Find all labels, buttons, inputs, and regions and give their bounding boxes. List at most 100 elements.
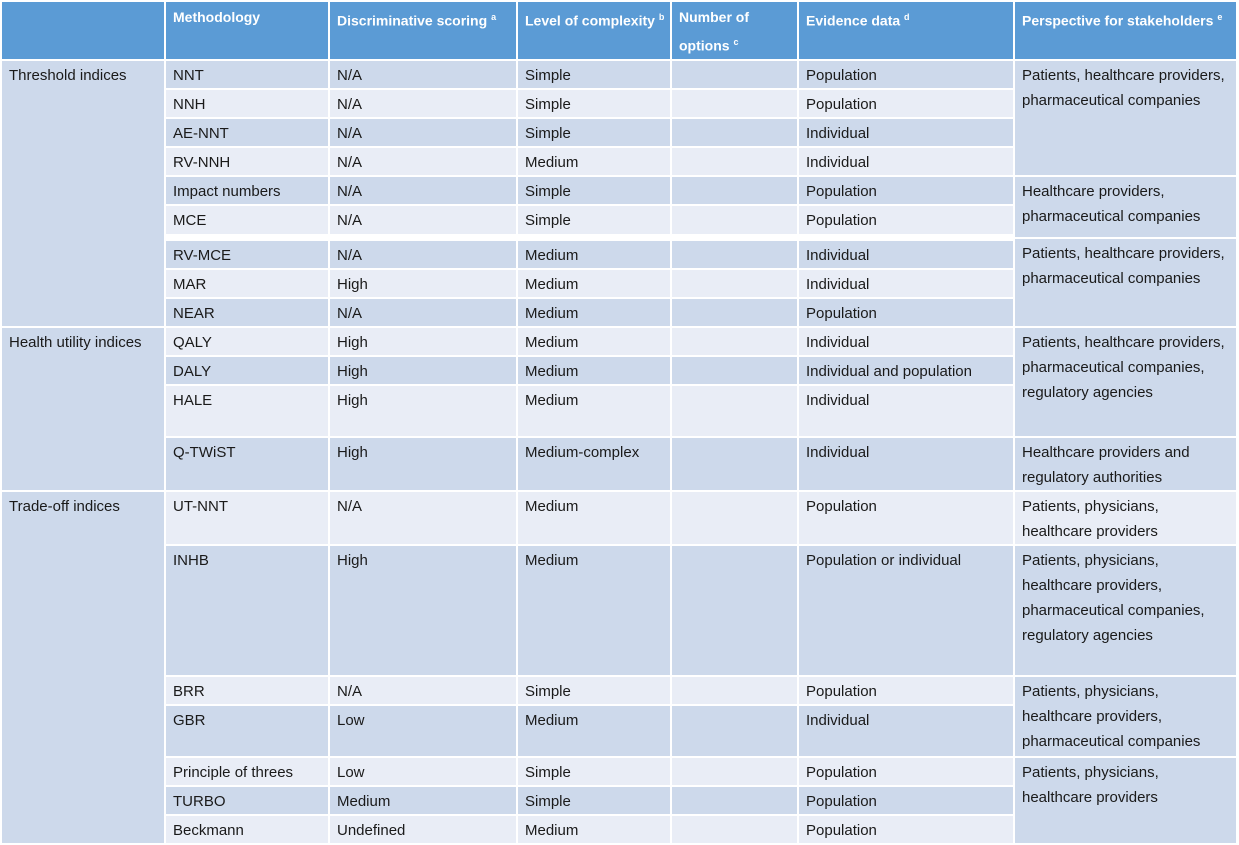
cell-options [670, 814, 799, 845]
cell-evidence: Population or individual [797, 544, 1015, 678]
cell-evidence: Individual [797, 145, 1015, 177]
cell-complexity: Medium [516, 544, 672, 678]
cell-scoring: High [328, 326, 518, 358]
table-body: Threshold indices NNT N/A Simple Population P… [0, 58, 1238, 845]
column-header-evidence: Evidence data d [797, 0, 1015, 61]
cell-perspective: Patients, healthcare providers, pharmace… [1013, 236, 1238, 329]
cell-scoring: N/A [328, 297, 518, 329]
cell-complexity: Simple [516, 58, 672, 90]
cell-methodology: RV-NNH [164, 145, 330, 177]
cell-methodology: INHB [164, 544, 330, 678]
table-row: Trade-off indices UT-NNT N/A Medium Populati… [0, 490, 1238, 845]
cell-options [670, 675, 799, 707]
cell-scoring: N/A [328, 58, 518, 90]
table-row: GBR Low Medium Individual [1, 704, 1237, 759]
cell-scoring: Medium [328, 785, 518, 817]
cell-perspective: Healthcare providers, pharmaceutical com… [1013, 174, 1238, 239]
cell-evidence: Individual [797, 268, 1015, 300]
cell-perspective: Patients, physicians, healthcare provide… [1013, 675, 1238, 759]
footnote-marker: d [904, 12, 910, 22]
column-header-methodology: Methodology [164, 0, 330, 61]
cell-evidence: Individual [797, 704, 1015, 759]
cell-scoring: High [328, 544, 518, 678]
cell-methodology: BRR [164, 675, 330, 707]
footnote-marker: c [733, 37, 739, 47]
table-row: AE-NNT N/A Simple Individual [1, 116, 1237, 148]
cell-methodology: GBR [164, 704, 330, 759]
cell-methodology: MCE [164, 203, 330, 242]
cell-complexity: Simple [516, 87, 672, 119]
cell-complexity: Simple [516, 174, 672, 206]
cell-evidence: Population [797, 675, 1015, 707]
cell-complexity: Medium [516, 814, 672, 845]
table-row: NEAR N/A Medium Population [1, 297, 1237, 329]
cell-scoring: N/A [328, 236, 518, 271]
group-cell: Health utility indices [0, 326, 166, 493]
cell-options [670, 384, 799, 439]
cell-complexity: Medium [516, 384, 672, 439]
table-row: MCE N/A Simple Population [1, 203, 1237, 242]
cell-options [670, 203, 799, 242]
cell-scoring: N/A [328, 116, 518, 148]
cell-complexity: Medium [516, 268, 672, 300]
cell-evidence: Individual [797, 326, 1015, 358]
table-row: RV-MCE N/A Medium Individual Patients, healt… [1, 236, 1238, 329]
cell-evidence: Population [797, 814, 1015, 845]
cell-perspective: Patients, physicians, healthcare provide… [1013, 756, 1238, 845]
column-header-group [0, 0, 166, 61]
cell-methodology: NNT [164, 58, 330, 90]
cell-methodology: Beckmann [164, 814, 330, 845]
cell-methodology: Principle of threes [164, 756, 330, 788]
cell-scoring: Low [328, 704, 518, 759]
cell-scoring: N/A [328, 490, 518, 547]
cell-options [670, 297, 799, 329]
cell-evidence: Individual [797, 116, 1015, 148]
cell-options [670, 544, 799, 678]
cell-scoring: High [328, 268, 518, 300]
cell-options [670, 58, 799, 90]
cell-scoring: High [328, 436, 518, 493]
table-row: Impact numbers N/A Simple Population Healthc… [1, 174, 1238, 239]
cell-methodology: Impact numbers [164, 174, 330, 206]
cell-perspective: Patients, physicians, healthcare provide… [1013, 490, 1238, 547]
cell-scoring: High [328, 384, 518, 439]
column-header-perspective: Perspective for stakeholders e [1013, 0, 1238, 61]
column-header-complexity: Level of complexity b [516, 0, 672, 61]
table-row: DALY High Medium Individual and population [1, 355, 1237, 387]
cell-perspective: Healthcare providers and regulatory auth… [1013, 436, 1238, 493]
cell-complexity: Simple [516, 756, 672, 788]
cell-complexity: Medium [516, 490, 672, 547]
cell-scoring: Low [328, 756, 518, 788]
cell-evidence: Population [797, 490, 1015, 547]
cell-evidence: Population [797, 756, 1015, 788]
table-row: Health utility indices QALY High Medium Indi… [0, 326, 1238, 493]
cell-scoring: N/A [328, 203, 518, 242]
table-row: MAR High Medium Individual [1, 268, 1237, 300]
table-row: Threshold indices NNT N/A Simple Population P… [0, 58, 1238, 329]
cell-methodology: RV-MCE [164, 236, 330, 271]
cell-scoring: N/A [328, 145, 518, 177]
table-row: TURBO Medium Simple Population [1, 785, 1237, 817]
cell-methodology: NEAR [164, 297, 330, 329]
table-row: INHB High Medium Population or individual Pa… [1, 544, 1238, 678]
footnote-marker: e [1217, 12, 1223, 22]
cell-complexity: Simple [516, 675, 672, 707]
cell-evidence: Population [797, 203, 1015, 242]
cell-complexity: Medium [516, 355, 672, 387]
cell-evidence: Population [797, 174, 1015, 206]
cell-options [670, 116, 799, 148]
cell-evidence: Population [797, 297, 1015, 329]
column-header-options: Number of options c [670, 0, 799, 61]
cell-complexity: Simple [516, 785, 672, 817]
cell-methodology: Q-TWiST [164, 436, 330, 493]
cell-evidence: Individual [797, 384, 1015, 439]
cell-options [670, 355, 799, 387]
cell-options [670, 704, 799, 759]
cell-complexity: Simple [516, 116, 672, 148]
cell-complexity: Medium [516, 145, 672, 177]
table-row: HALE High Medium Individual [1, 384, 1237, 439]
cell-perspective: Patients, physicians, healthcare provide… [1013, 544, 1238, 678]
cell-options [670, 87, 799, 119]
cell-complexity: Medium [516, 297, 672, 329]
